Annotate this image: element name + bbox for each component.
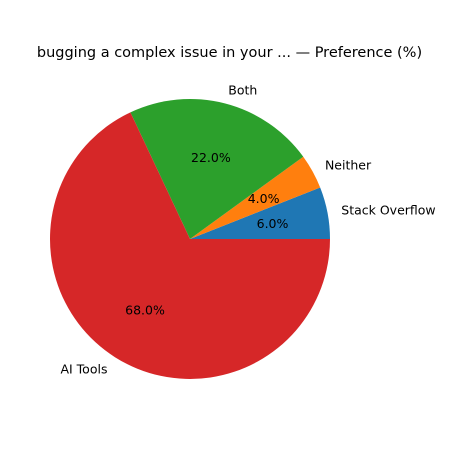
pie-slice-ai-tools [50, 112, 331, 379]
pie-slice-neither [190, 156, 321, 239]
pie-slice-both [130, 98, 304, 239]
percent-labels: 6.0% 4.0% 22.0% 68.0% [125, 150, 288, 317]
chart-title: bugging a complex issue in your ... — Pr… [37, 45, 422, 61]
category-label-ai-tools: AI Tools [60, 362, 107, 377]
category-label-both: Both [228, 82, 257, 97]
percent-label-both: 22.0% [191, 150, 231, 165]
percent-label-neither: 4.0% [248, 191, 280, 206]
pie-slices [50, 98, 331, 379]
percent-label-stack-overflow: 6.0% [257, 216, 289, 231]
category-label-neither: Neither [325, 157, 372, 172]
pie-slice-stack-overflow [190, 187, 330, 239]
category-labels: Stack Overflow Neither Both AI Tools [60, 82, 435, 376]
category-label-stack-overflow: Stack Overflow [341, 203, 435, 218]
percent-label-ai-tools: 68.0% [125, 302, 165, 317]
